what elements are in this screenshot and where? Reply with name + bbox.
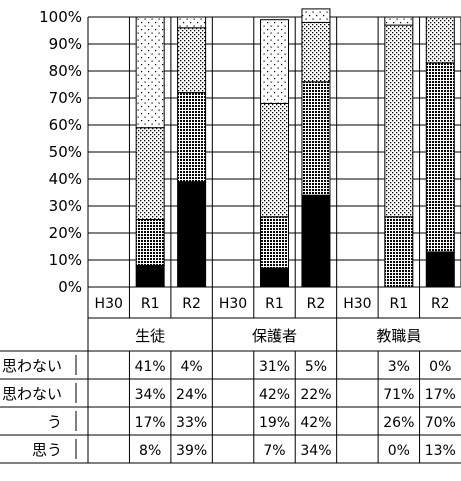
bar-segment [425,16,455,64]
bar-segment [301,194,331,288]
data-label: 17% [135,415,166,431]
bar-segment [260,102,289,218]
data-label: 34% [135,387,166,403]
bar-segment [177,181,207,288]
category-label: R2 [182,296,201,312]
data-label: 4% [181,359,203,375]
bar-segment [301,8,331,23]
category-label: R1 [265,296,284,312]
data-label: 7% [263,443,285,459]
bar-segment [260,216,289,269]
data-label: 13% [425,443,456,459]
data-label: 5% [305,359,327,375]
y-tick-label: 30% [49,197,82,215]
bar-segment [425,62,455,253]
group-label: 教職員 [376,327,421,345]
data-label: 0% [429,359,451,375]
y-tick-label: 100% [39,8,82,26]
y-tick-label: 60% [49,116,82,134]
y-tick-label: 20% [49,224,82,242]
y-tick-label: 70% [49,89,82,107]
category-label: H30 [343,296,371,312]
bar-segment [384,24,414,218]
data-label: 17% [425,387,456,403]
data-label: 0% [388,443,410,459]
bar-segment [135,127,165,220]
series-label: 思わない [2,357,62,375]
y-tick-label: 50% [49,143,82,161]
bar-segment [177,27,207,94]
category-label: R1 [390,296,409,312]
bar-segment [177,16,207,29]
data-label: 31% [259,359,290,375]
y-tick-label: 0% [58,278,82,296]
bar-segment [301,81,331,196]
bar-segment [384,16,414,26]
category-label: R1 [141,296,160,312]
data-label: 39% [176,443,207,459]
data-label: 26% [383,415,414,431]
data-label: 42% [259,387,290,403]
data-label: 22% [300,387,331,403]
data-label: 33% [176,415,207,431]
data-label: 42% [300,415,331,431]
data-label: 8% [139,443,161,459]
bar-segment [135,219,165,266]
data-label: 3% [388,359,410,375]
data-label: 70% [425,415,456,431]
bar-segment [260,19,289,104]
data-label: 19% [259,415,290,431]
group-label: 生徒 [135,327,165,345]
bar-segment [135,264,165,288]
bar-segment [177,92,207,183]
y-tick-label: 40% [49,170,82,188]
category-label: H30 [219,296,247,312]
series-label: 思わない [2,385,62,403]
category-label: R2 [431,296,450,312]
series-label: 思う [32,441,62,459]
bar-segment [384,216,414,288]
bar-segment [260,267,289,288]
y-axis-tick-labels: 0% 10% 20% 30% 40% 50% 60% 70% 80% 90% 100% [39,8,82,296]
series-label: う [47,413,62,431]
category-label: H30 [95,296,123,312]
category-label: R2 [307,296,326,312]
y-tick-label: 10% [49,251,82,269]
bar-segment [425,251,455,288]
group-label: 保護者 [252,327,297,345]
bar-segment [135,16,165,129]
data-label: 71% [383,387,414,403]
data-label: 24% [176,387,207,403]
y-tick-label: 90% [49,35,82,53]
data-label: 34% [300,443,331,459]
data-label: 41% [135,359,166,375]
bar-segment [301,21,331,83]
y-tick-label: 80% [49,62,82,80]
